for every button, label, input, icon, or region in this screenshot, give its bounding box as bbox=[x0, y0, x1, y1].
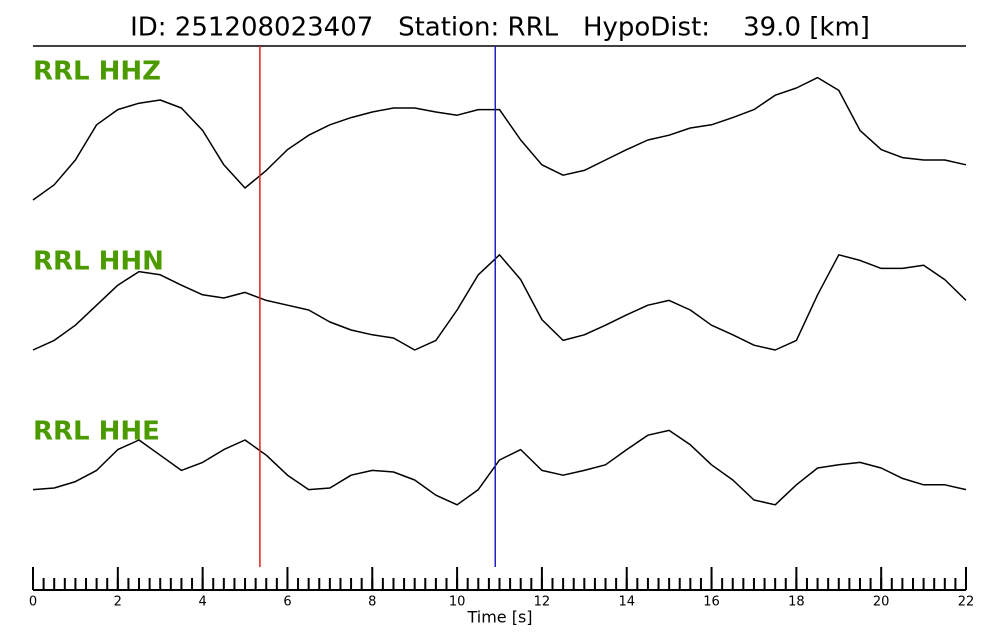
x-tick-label: 4 bbox=[198, 595, 206, 610]
x-tick-label: 20 bbox=[873, 595, 890, 610]
chart-title: ID: 251208023407 Station: RRL HypoDist: … bbox=[130, 13, 870, 43]
x-tick-label: 22 bbox=[958, 595, 975, 610]
waveform bbox=[32, 429, 967, 506]
x-tick-label: 18 bbox=[788, 595, 805, 610]
x-tick-label: 12 bbox=[534, 595, 551, 610]
x-tick-label: 0 bbox=[29, 595, 37, 610]
x-tick-label: 16 bbox=[703, 595, 720, 610]
trace-label: RRL HHN bbox=[33, 247, 164, 277]
x-tick-label: 10 bbox=[449, 595, 466, 610]
trace-label: RRL HHE bbox=[33, 417, 160, 447]
x-tick-label: 2 bbox=[114, 595, 122, 610]
x-axis-label: Time [s] bbox=[466, 608, 532, 627]
trace-label: RRL HHZ bbox=[33, 57, 161, 87]
x-tick-label: 14 bbox=[618, 595, 635, 610]
x-tick-label: 6 bbox=[283, 595, 291, 610]
waveform bbox=[32, 254, 967, 351]
waveform bbox=[32, 76, 967, 201]
x-tick-label: 8 bbox=[368, 595, 376, 610]
